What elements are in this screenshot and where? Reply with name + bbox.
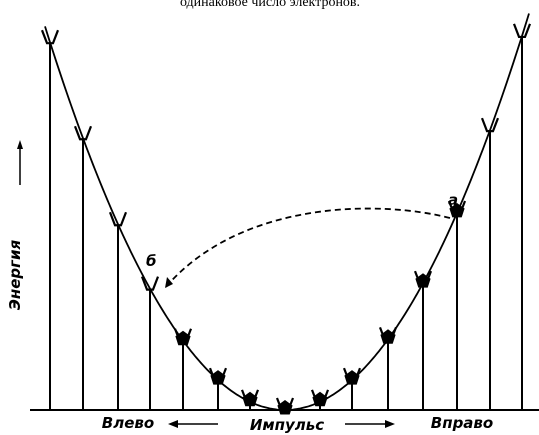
diagram: одинаковое число электронов. а б Энергия… [0, 0, 539, 435]
left-label: Влево [102, 414, 154, 432]
transition-arrow [165, 209, 450, 288]
energy-arrow-head [17, 140, 23, 149]
energy-label: Энергия [6, 240, 24, 311]
momentum-label: Импульс [250, 416, 324, 434]
point-b: б [146, 252, 156, 270]
right-arrow-head [385, 420, 395, 428]
right-label: Вправо [431, 414, 493, 432]
left-arrow-head [168, 420, 178, 428]
caption: одинаковое число электронов. [180, 0, 360, 10]
arrow-head [165, 277, 173, 288]
